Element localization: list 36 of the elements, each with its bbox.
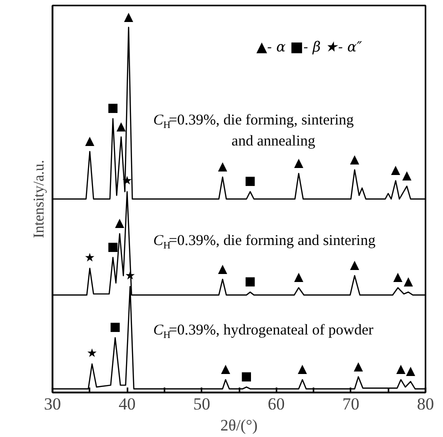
annotation: ▲	[354, 358, 364, 373]
x-axis-title: 2θ/(°)	[220, 418, 258, 434]
annotation: ★	[86, 346, 98, 360]
x-tick-label: 70	[342, 394, 360, 414]
x-tick-label: 50	[193, 394, 210, 414]
annotation: ▲	[402, 168, 412, 182]
annotation: ▲	[350, 152, 360, 166]
annotation: ★	[84, 250, 96, 264]
x-tick-label: 40	[118, 394, 136, 414]
annotation: ▲	[116, 118, 127, 133]
annotation: ▲- α ■- β ★- α″	[256, 39, 363, 56]
annotation: ▲	[404, 274, 414, 288]
y-axis-title: Intensity/a.u.	[32, 160, 48, 238]
annotation: ▲	[294, 155, 304, 170]
annotation: ▲	[350, 258, 360, 272]
annotation: ▲	[124, 9, 134, 24]
annotation: ■	[240, 369, 252, 384]
annotation: ■	[244, 174, 256, 188]
annotation: ■	[107, 239, 119, 254]
annotation: ▲	[298, 362, 308, 376]
annotation: ▲	[294, 270, 304, 284]
annotation: ▲	[220, 362, 231, 376]
annotation: ▲	[218, 159, 228, 174]
annotation: ▲	[406, 364, 416, 378]
annotation: ▲	[218, 261, 228, 276]
annotation: ▲	[391, 162, 402, 177]
x-tick-label: 30	[44, 394, 61, 414]
annotation: ▲	[115, 216, 126, 230]
annotation: ■	[107, 100, 119, 115]
annotation: ▲	[85, 134, 96, 148]
annotation: ▲	[393, 270, 404, 284]
x-tick-label: 80	[417, 394, 434, 414]
annotation: ■	[244, 274, 256, 288]
annotation: ▲	[396, 362, 406, 376]
annotation: ■	[109, 320, 121, 334]
x-tick-label: 60	[268, 394, 285, 414]
